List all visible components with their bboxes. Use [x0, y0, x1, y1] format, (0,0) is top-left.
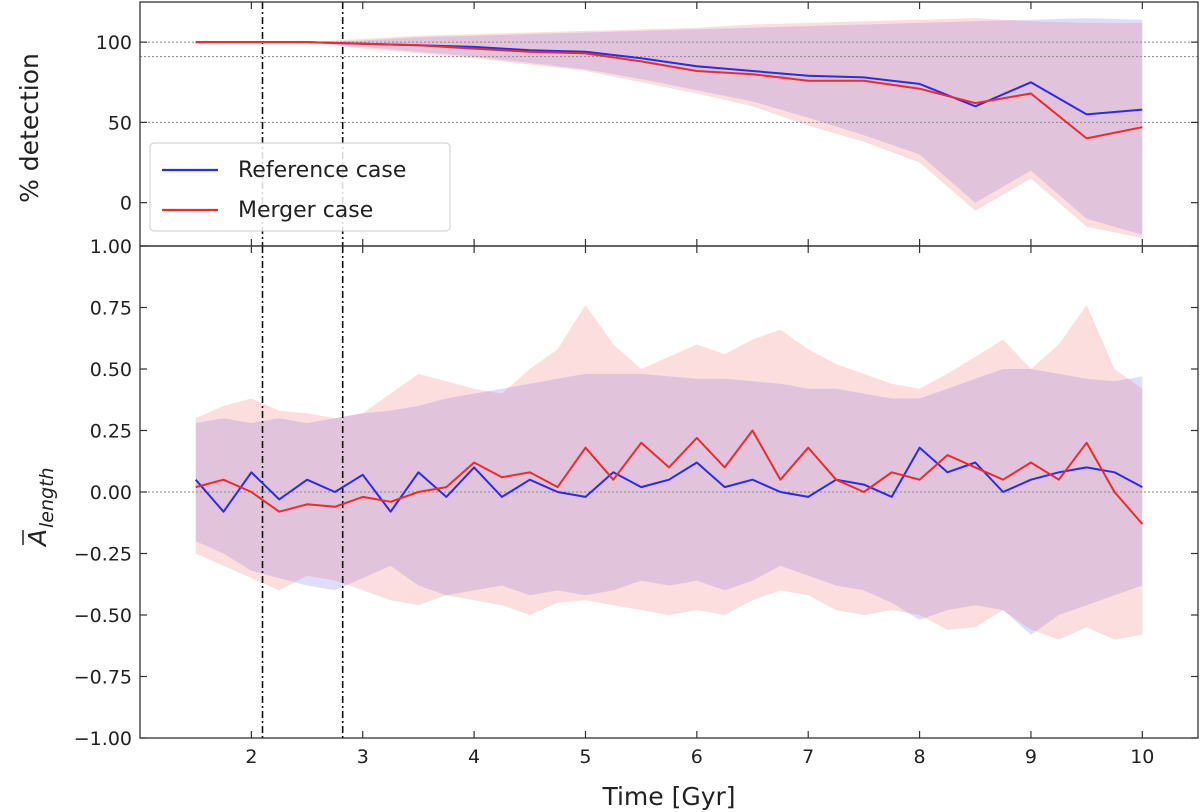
top-panel-band-reference	[195, 18, 1143, 235]
top-panel-ytick-label: 50	[108, 112, 132, 134]
top-y-axis-label: % detection	[15, 53, 44, 203]
bottom-panel-plot-area	[140, 246, 1198, 738]
legend-label: Merger case	[238, 198, 373, 223]
bottom-panel-ytick-label: 0.50	[90, 359, 132, 381]
bottom-y-axis-label-base: A	[23, 529, 52, 548]
bottom-y-axis-label-sub: length	[36, 467, 58, 528]
top-panel-band-merger	[195, 18, 1143, 238]
top-panel-line-merger	[195, 41, 1143, 140]
bottom-panel-xtick-label: 6	[691, 746, 703, 768]
bottom-panel-xtick-label: 7	[802, 746, 814, 768]
bottom-panel-ytick-label: −0.25	[74, 544, 132, 566]
bottom-panel-band-reference	[195, 369, 1143, 635]
bottom-panel-xtick-label: 9	[1025, 746, 1037, 768]
bottom-panel-xtick-label: 2	[245, 746, 257, 768]
bottom-panel-line-merger	[195, 429, 1144, 525]
bottom-panel-band-merger	[195, 305, 1143, 640]
legend-box	[149, 142, 451, 232]
top-panel-ytick-label: 100	[96, 32, 132, 54]
top-panel-ytick-label: 0	[120, 193, 132, 215]
bottom-panel-ytick-label: 0.25	[90, 421, 132, 443]
bottom-panel-xtick-label: 4	[468, 746, 480, 768]
bottom-panel-ytick-label: 1.00	[90, 236, 132, 258]
bottom-panel-ytick-label: −1.00	[74, 728, 132, 750]
legend-label: Reference case	[238, 158, 406, 183]
bottom-panel-ytick-label: −0.50	[74, 605, 132, 627]
bottom-panel-xtick-label: 8	[914, 746, 926, 768]
top-panel-plot-area	[140, 2, 1198, 246]
bottom-panel-xtick-label: 10	[1130, 746, 1154, 768]
x-axis-label: Time [Gyr]	[601, 782, 735, 811]
bottom-panel-xtick-label: 5	[579, 746, 591, 768]
bottom-panel-ytick-label: −0.75	[74, 667, 132, 689]
legend: Reference case Merger case	[149, 142, 451, 232]
bottom-panel-xtick-label: 3	[357, 746, 369, 768]
bottom-panel-ytick-label: 0.75	[90, 298, 132, 320]
bottom-panel-ytick-label: 0.00	[90, 482, 132, 504]
